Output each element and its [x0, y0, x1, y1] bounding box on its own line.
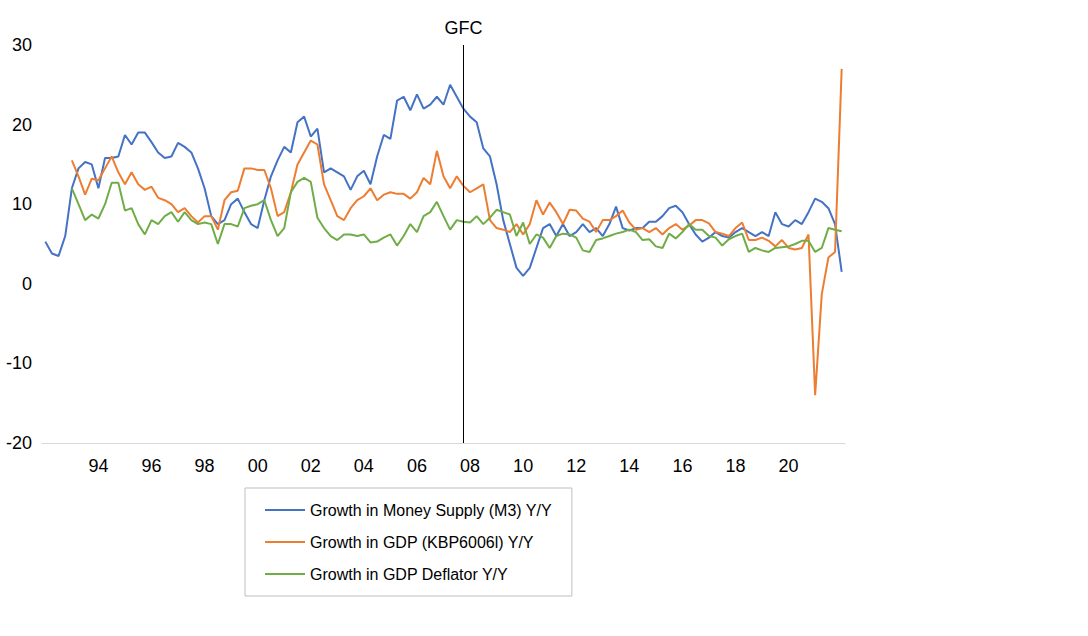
svg-text:10: 10: [12, 194, 32, 214]
svg-text:94: 94: [88, 456, 108, 476]
svg-text:08: 08: [460, 456, 480, 476]
svg-text:10: 10: [513, 456, 533, 476]
svg-text:96: 96: [141, 456, 161, 476]
svg-text:20: 20: [12, 115, 32, 135]
svg-text:Growth in GDP (KBP6006l) Y/Y: Growth in GDP (KBP6006l) Y/Y: [310, 534, 534, 551]
svg-text:06: 06: [407, 456, 427, 476]
svg-text:18: 18: [725, 456, 745, 476]
svg-text:Growth in GDP Deflator Y/Y: Growth in GDP Deflator Y/Y: [310, 566, 508, 583]
svg-text:98: 98: [195, 456, 215, 476]
svg-text:GFC: GFC: [444, 18, 482, 38]
svg-text:16: 16: [672, 456, 692, 476]
svg-text:20: 20: [779, 456, 799, 476]
svg-text:30: 30: [12, 35, 32, 55]
svg-text:Growth in Money Supply (M3) Y/: Growth in Money Supply (M3) Y/Y: [310, 502, 552, 519]
svg-text:0: 0: [22, 274, 32, 294]
svg-text:-20: -20: [6, 433, 32, 453]
svg-text:14: 14: [619, 456, 639, 476]
svg-text:-10: -10: [6, 353, 32, 373]
svg-text:00: 00: [248, 456, 268, 476]
svg-text:04: 04: [354, 456, 374, 476]
svg-text:02: 02: [301, 456, 321, 476]
svg-text:12: 12: [566, 456, 586, 476]
